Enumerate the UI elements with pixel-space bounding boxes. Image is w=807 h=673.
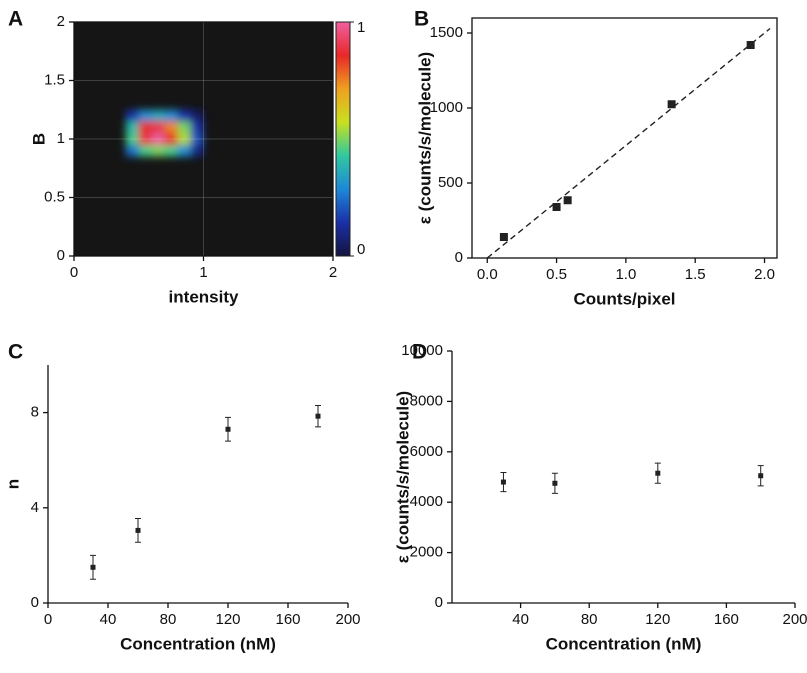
heatmap-cell	[125, 109, 139, 122]
x-tick-label: 1.5	[685, 266, 706, 283]
y-tick-label: 0	[435, 594, 443, 611]
heatmap-cell	[177, 109, 191, 122]
y-axis-label: n	[3, 479, 22, 489]
x-axis-label: Counts/pixel	[573, 289, 675, 308]
y-tick-label: 4000	[410, 493, 443, 510]
heatmap-cell	[164, 121, 178, 134]
x-tick-label: 80	[581, 611, 598, 628]
y-axis-label: B	[29, 133, 48, 145]
heatmap-cell	[138, 109, 152, 122]
y-axis-label: ε (counts/s/molecule)	[415, 52, 434, 224]
x-tick-label: 80	[160, 611, 177, 628]
y-tick-label: 8000	[410, 392, 443, 409]
x-tick-label: 200	[335, 611, 360, 628]
heatmap-cell	[138, 133, 152, 145]
marker	[225, 426, 231, 432]
y-tick-label: 0	[455, 249, 463, 266]
x-axis-label: Concentration (nM)	[120, 634, 276, 653]
heatmap-cell	[164, 144, 178, 157]
marker	[746, 41, 755, 49]
heatmap-cell	[190, 144, 204, 157]
heatmap-cell	[164, 109, 178, 122]
heatmap-cell	[190, 133, 204, 145]
marker	[90, 564, 96, 570]
colorbar-tick-label: 1	[357, 19, 365, 36]
y-tick-label: 0.5	[44, 188, 65, 205]
y-tick-label: 10000	[401, 342, 443, 359]
plot-frame	[471, 17, 778, 259]
marker	[655, 470, 661, 476]
colorbar-tick-label: 0	[357, 241, 365, 258]
y-tick-label: 4	[31, 499, 39, 516]
marker	[552, 480, 558, 486]
x-tick-label: 2.0	[754, 266, 775, 283]
heatmap-cell	[151, 109, 165, 122]
x-tick-label: 1.0	[615, 266, 636, 283]
y-tick-label: 500	[438, 174, 463, 191]
heatmap-cell	[151, 121, 165, 134]
heatmap-cell	[125, 144, 139, 157]
heatmap-cell	[177, 133, 191, 145]
panel: D40 80 120 160 2000200040006000800010000Conc…	[393, 341, 807, 654]
panel-label: D	[412, 341, 427, 364]
heatmap-cell	[125, 133, 139, 145]
marker	[563, 196, 572, 205]
x-tick-label: 120	[645, 611, 670, 628]
marker	[500, 479, 506, 485]
heatmap-cells	[125, 109, 204, 157]
marker	[758, 473, 764, 479]
x-tick-label: 120	[215, 611, 240, 628]
y-tick-label: 1500	[430, 24, 463, 41]
fit-line	[486, 27, 771, 259]
y-tick-label: 0	[57, 247, 65, 264]
y-tick-label: 2	[57, 13, 65, 30]
x-tick-label: 1	[199, 264, 207, 281]
heatmap-cell	[138, 121, 152, 134]
heatmap-cell	[151, 133, 165, 145]
heatmap-cell	[125, 121, 139, 134]
y-tick-label: 6000	[410, 443, 443, 460]
x-tick-label: 40	[100, 611, 117, 628]
heatmap-cell	[138, 144, 152, 157]
x-tick-label: 0	[44, 611, 52, 628]
panel-label: B	[414, 8, 429, 31]
marker	[552, 203, 561, 211]
panel-label: C	[8, 341, 23, 364]
marker	[315, 413, 321, 419]
y-tick-label: 8	[31, 404, 39, 421]
x-tick-label: 40	[512, 611, 529, 628]
heatmap-cell	[190, 109, 204, 122]
marker	[499, 233, 508, 241]
y-tick-label: 1	[57, 130, 65, 147]
x-tick-label: 160	[714, 611, 739, 628]
heatmap-cell	[177, 121, 191, 134]
panel: A 0 1 0 1 2 0 0.5 1 1.5 2 intensity B	[8, 8, 365, 307]
x-axis-label: intensity	[169, 287, 239, 306]
colorbar	[335, 21, 351, 257]
y-axis-label: ε (counts/s/molecule)	[393, 391, 412, 563]
heatmap-cell	[151, 144, 165, 157]
x-tick-label: 0.5	[546, 266, 567, 283]
panel: C 0 40 80 120 160 200 0 4 8 Concentration (nM) n	[3, 341, 360, 654]
heatmap-cell	[190, 121, 204, 134]
y-tick-label: 1.5	[44, 71, 65, 88]
x-tick-label: 160	[275, 611, 300, 628]
x-tick-label: 0.0	[477, 266, 498, 283]
x-axis-label: Concentration (nM)	[546, 634, 702, 653]
y-tick-label: 2000	[410, 544, 443, 561]
x-tick-label: 200	[782, 611, 807, 628]
heatmap-cell	[164, 133, 178, 145]
panel: B 0.0 0.5 1.0 1.5 2.0 0 500 1000 1500 Counts/pixel…	[414, 8, 778, 308]
marker	[667, 100, 676, 109]
panel-label: A	[8, 8, 23, 31]
marker	[135, 527, 141, 533]
y-tick-label: 1000	[430, 99, 463, 116]
x-tick-label: 2	[329, 264, 337, 281]
heatmap-cell	[177, 144, 191, 157]
x-tick-label: 0	[70, 264, 78, 281]
y-tick-label: 0	[31, 594, 39, 611]
